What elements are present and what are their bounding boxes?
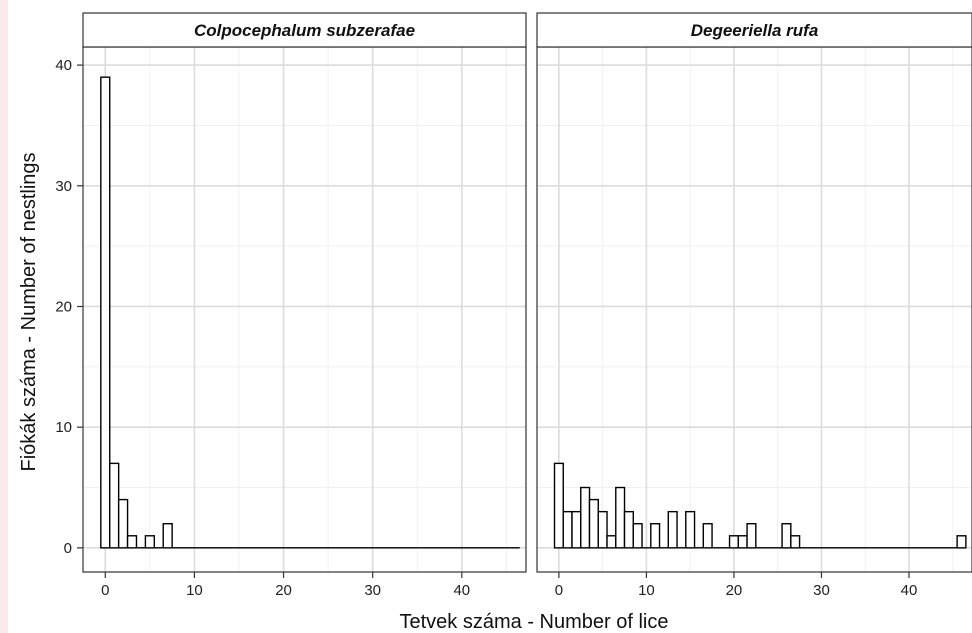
y-tick-label: 10	[55, 419, 72, 436]
facet-strip	[82, 12, 527, 48]
histogram-bar	[553, 462, 564, 549]
histogram-bar	[781, 523, 792, 549]
histogram-bar	[790, 535, 801, 549]
histogram-bar	[144, 535, 156, 549]
facet-panel-1: Colpocephalum subzerafae 0 10 20 30 40 0 10 20 30…	[55, 12, 527, 599]
panel-background	[537, 47, 972, 572]
histogram-bar	[632, 523, 643, 549]
y-axis-title: Fiókák száma - Number of nestlings	[18, 152, 40, 471]
histogram-bar	[597, 510, 608, 549]
histogram-bar	[162, 523, 173, 549]
x-axis-title: Tetvek száma - Number of lice	[400, 611, 669, 633]
histogram-bar	[746, 523, 757, 549]
left-edge-strip	[0, 0, 8, 633]
histogram-bar	[615, 486, 626, 549]
histogram-bar	[109, 462, 120, 549]
facet-panel-2: Degeeriella rufa 0 10 20 30 40	[536, 12, 972, 599]
histogram-bar	[667, 510, 678, 549]
x-tick-label: 40	[453, 582, 470, 599]
facet-title: Colpocephalum subzerafae	[194, 21, 415, 40]
x-tick-label: 0	[101, 582, 109, 599]
x-tick-label: 10	[638, 582, 655, 599]
histogram-bar	[117, 498, 129, 549]
y-tick-label: 30	[55, 178, 72, 195]
histogram-bar	[685, 510, 696, 549]
histogram-bar	[650, 523, 661, 549]
histogram-bar	[956, 535, 967, 549]
y-tick-label: 20	[55, 298, 72, 315]
histogram-bar	[562, 510, 573, 549]
y-tick-label: 40	[55, 57, 72, 74]
x-tick-label: 10	[186, 582, 203, 599]
histogram-bar	[702, 523, 713, 549]
histogram-bar	[728, 535, 740, 549]
x-tick-label: 20	[275, 582, 292, 599]
histogram-bar	[126, 535, 138, 549]
histogram-bar	[580, 486, 591, 549]
facet-title: Degeeriella rufa	[691, 21, 819, 40]
histogram-bar	[100, 76, 111, 549]
histogram-bar	[606, 535, 617, 549]
panel-background	[83, 47, 526, 572]
x-tick-label: 40	[901, 582, 918, 599]
histogram-bar	[623, 510, 634, 549]
x-tick-label: 30	[813, 582, 830, 599]
x-tick-label: 30	[364, 582, 381, 599]
histogram-bar	[571, 510, 582, 549]
histogram-bar	[588, 498, 599, 549]
histogram-bar	[737, 535, 748, 549]
facet-strip	[536, 12, 972, 48]
x-tick-label: 0	[555, 582, 563, 599]
x-tick-label: 20	[726, 582, 743, 599]
y-tick-label: 0	[64, 540, 72, 557]
